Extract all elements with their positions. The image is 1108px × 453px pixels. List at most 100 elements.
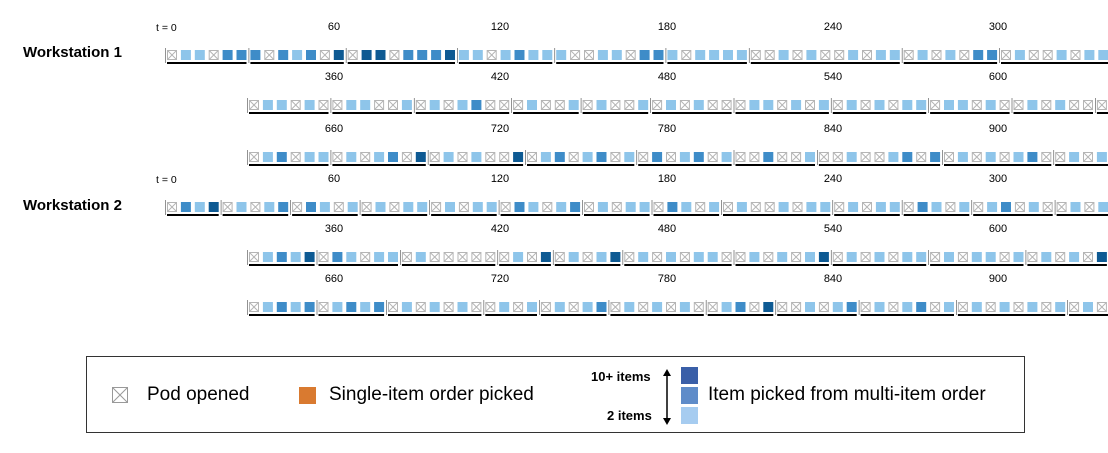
pod-opened-cross: [888, 302, 899, 312]
multi-item-pick: [1069, 252, 1080, 262]
multi-item-pick: [332, 252, 343, 262]
pod-opened-cross: [764, 50, 775, 60]
pod-opened-cross: [318, 302, 329, 312]
multi-item-pick: [848, 50, 859, 60]
multi-item-pick: [304, 302, 315, 312]
pod-opened-cross: [832, 100, 843, 110]
multi-item-pick: [346, 302, 357, 312]
pod-opened-cross: [443, 302, 454, 312]
multi-item-pick: [693, 252, 704, 262]
multi-item-pick: [693, 152, 704, 162]
pod-opened-cross: [707, 152, 718, 162]
multi-item-pick: [902, 100, 913, 110]
multi-item-pick: [540, 152, 551, 162]
multi-item-pick: [222, 50, 233, 60]
pod-opened-cross: [862, 202, 872, 212]
multi-item-pick: [653, 50, 664, 60]
pod-opened-cross: [584, 202, 594, 212]
pod-opened-cross: [819, 302, 829, 312]
multi-item-pick: [679, 152, 690, 162]
multi-item-pick: [695, 50, 706, 60]
pod-opened-cross: [333, 202, 344, 212]
pod-opened-cross: [1083, 152, 1093, 162]
multi-item-pick: [596, 302, 607, 312]
multi-item-pick: [736, 202, 747, 212]
multi-item-pick: [457, 302, 468, 312]
multi-item-pick: [582, 152, 593, 162]
pod-opened-cross: [443, 252, 454, 262]
multi-item-pick: [1098, 50, 1108, 60]
multi-item-pick: [290, 302, 301, 312]
multi-item-pick: [429, 100, 440, 110]
multi-item-pick: [500, 50, 511, 60]
multi-item-pick: [985, 100, 996, 110]
multi-item-pick: [276, 152, 287, 162]
time-tick-label: 720: [491, 123, 509, 135]
t0-label: t = 0: [156, 22, 177, 34]
multi-item-pick: [415, 252, 426, 262]
time-tick-label: 660: [325, 123, 343, 135]
multi-item-shade-mid: [681, 387, 698, 404]
time-tick-label: 300: [989, 21, 1007, 33]
multi-item-pick: [1055, 100, 1066, 110]
pod-opened-cross: [777, 302, 788, 312]
pod-opened-cross: [860, 252, 871, 262]
pod-opened-cross: [888, 100, 899, 110]
pod-opened-cross: [834, 202, 845, 212]
multi-item-pick: [846, 302, 857, 312]
time-tick-label: 900: [989, 273, 1007, 285]
multi-item-pick: [624, 152, 635, 162]
pod-opened-cross: [1055, 152, 1066, 162]
pod-opened-cross: [388, 100, 398, 110]
pod-opened-cross: [457, 152, 468, 162]
pod-opened-cross: [958, 252, 968, 262]
multi-item-pick: [346, 252, 357, 262]
time-tick-label: 240: [824, 173, 842, 185]
single-item-swatch: [299, 387, 316, 404]
pod-opened-cross: [666, 152, 676, 162]
time-tick-label: 120: [491, 173, 509, 185]
time-tick-label: 600: [989, 223, 1007, 235]
multi-item-pick: [778, 202, 789, 212]
pod-opened-cross: [958, 302, 968, 312]
multi-item-pick: [791, 100, 802, 110]
pod-opened-cross: [292, 202, 302, 212]
multi-item-pick: [1027, 152, 1038, 162]
pod-opened-cross: [735, 252, 746, 262]
pod-opened-cross: [584, 50, 594, 60]
pod-opened-cross: [680, 100, 690, 110]
multi-item-pick: [262, 302, 273, 312]
pod-opened-cross: [1097, 100, 1107, 110]
pod-opened-cross: [167, 202, 177, 212]
multi-item-pick: [556, 50, 567, 60]
multi-item-pick: [597, 50, 608, 60]
multi-item-pick: [278, 202, 289, 212]
pod-opened-cross: [916, 152, 927, 162]
multi-item-pick: [1041, 252, 1052, 262]
multi-item-pick: [1028, 202, 1039, 212]
multi-item-pick: [528, 202, 539, 212]
time-tick-label: 240: [824, 21, 842, 33]
multi-item-pick: [542, 50, 553, 60]
multi-item-pick: [319, 202, 330, 212]
pod-opened-cross: [361, 202, 372, 212]
multi-item-pick: [457, 100, 468, 110]
multi-item-pick: [346, 100, 357, 110]
pod-opened-cross: [860, 302, 871, 312]
multi-item-pick: [388, 252, 398, 262]
legend-multi-item-label: Item picked from multi-item order: [708, 384, 986, 405]
multi-item-pick: [805, 152, 815, 162]
pod-opened-cross: [568, 152, 579, 162]
pod-opened-cross: [971, 152, 982, 162]
multi-item-pick: [262, 100, 273, 110]
pod-opened-cross: [471, 252, 482, 262]
multi-item-pick: [806, 50, 817, 60]
pod-opened-cross: [443, 100, 454, 110]
multi-item-pick: [777, 252, 788, 262]
multi-item-pick: [666, 100, 676, 110]
multi-item-pick: [513, 252, 524, 262]
pod-opened-cross: [832, 152, 843, 162]
pod-opened-cross: [249, 152, 259, 162]
pod-opened-cross: [777, 152, 788, 162]
multi-item-pick: [1098, 202, 1108, 212]
